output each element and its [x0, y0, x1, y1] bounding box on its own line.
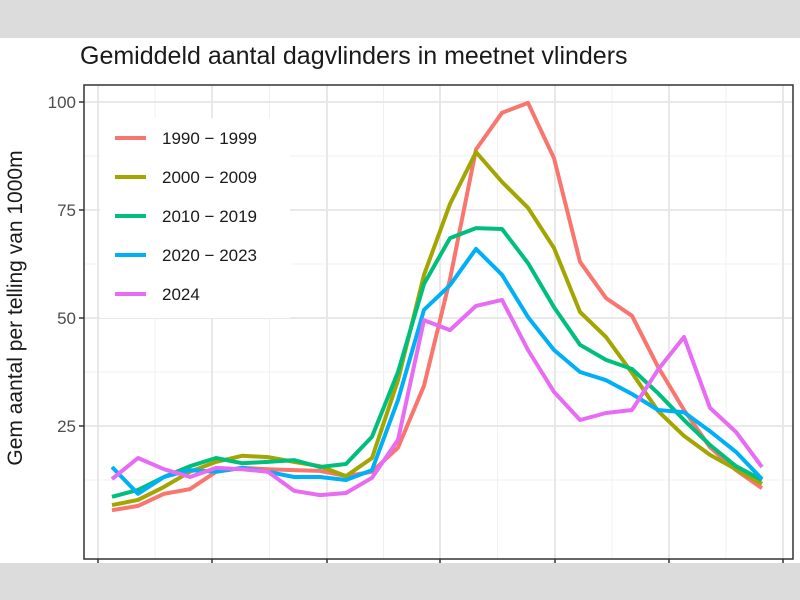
x-axis: aprmeijunjulaugsepokt [97, 559, 784, 563]
y-axis: 25 50 75 100 [48, 93, 84, 436]
legend: 1990 − 1999 2000 − 2009 2010 − 2019 2020 − … [100, 118, 290, 318]
series-line-2 [111, 226, 763, 499]
chart-canvas: Gemiddeld aantal dagvlinders in meetnet … [0, 38, 800, 563]
plot-border [83, 84, 794, 560]
legend-label-0: 1990 − 1999 [162, 129, 257, 148]
y-tick-label: 75 [57, 201, 76, 220]
y-tick-label: 25 [57, 417, 76, 436]
legend-label-1: 2000 − 2009 [162, 168, 257, 187]
y-tick-label: 50 [57, 309, 76, 328]
y-axis-title: Gem aantal per telling van 1000m [4, 150, 27, 465]
legend-label-2: 2010 − 2019 [162, 207, 257, 226]
series-line-4 [110, 297, 764, 498]
series-line-3 [110, 246, 764, 496]
y-tick-label: 100 [48, 93, 76, 112]
chart-title: Gemiddeld aantal dagvlinders in meetnet … [80, 42, 628, 70]
series-lines [110, 100, 764, 513]
line-chart: Gemiddeld aantal dagvlinders in meetnet … [4, 42, 794, 563]
legend-label-4: 2024 [162, 285, 200, 304]
legend-label-3: 2020 − 2023 [162, 246, 257, 265]
